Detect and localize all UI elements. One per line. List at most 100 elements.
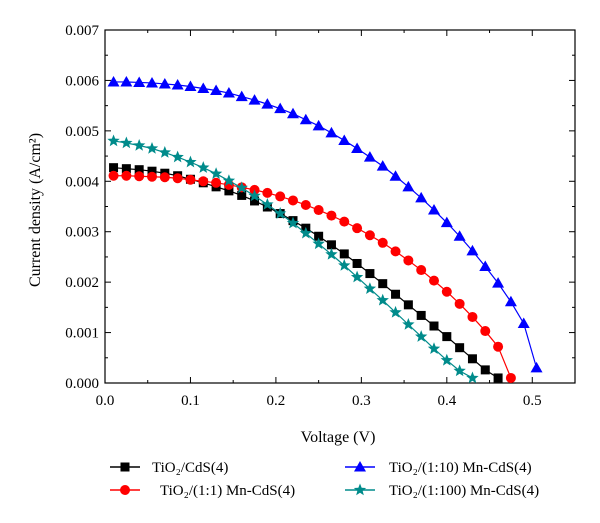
y-tick-label: 0.006	[65, 73, 99, 89]
data-point	[428, 204, 440, 215]
y-tick-label: 0.003	[65, 225, 99, 241]
data-point	[275, 191, 286, 202]
legend-item-2: TiO₂/(1:1) Mn-CdS(4)	[110, 483, 295, 499]
data-point	[313, 205, 324, 216]
y-tick-label: 0.007	[65, 23, 99, 39]
data-point	[109, 163, 119, 173]
data-point	[326, 240, 336, 250]
data-point	[158, 77, 171, 89]
data-point	[454, 298, 465, 309]
data-point	[402, 318, 415, 330]
data-point	[197, 161, 210, 173]
legend-item-3: TiO₂/(1:10) Mn-CdS(4)	[345, 460, 532, 476]
data-point	[466, 371, 479, 384]
data-point	[338, 134, 351, 145]
data-point	[107, 75, 120, 87]
data-point	[453, 230, 466, 241]
data-point	[210, 84, 223, 96]
legend-item-4: TiO₂/(1:100) Mn-CdS(4)	[345, 483, 539, 499]
data-point	[480, 365, 490, 375]
data-point	[376, 160, 389, 171]
data-point	[237, 190, 247, 200]
data-point	[300, 199, 311, 210]
data-point	[286, 216, 300, 229]
data-point	[440, 353, 453, 366]
data-point	[505, 372, 516, 383]
y-tick-label: 0.004	[65, 174, 99, 190]
series-4	[107, 134, 479, 384]
data-point	[377, 237, 388, 248]
data-point	[403, 255, 414, 266]
data-point	[107, 134, 120, 147]
data-point	[262, 187, 273, 198]
x-tick-label: 0.4	[437, 393, 456, 409]
data-point	[325, 247, 338, 260]
data-point	[171, 150, 184, 163]
data-point	[158, 146, 171, 158]
legend-label: TiO₂/(1:10) Mn-CdS(4)	[389, 460, 532, 476]
data-point	[453, 364, 466, 377]
data-point	[299, 113, 312, 125]
data-point	[299, 226, 312, 239]
data-point	[133, 138, 146, 151]
data-point	[222, 87, 235, 98]
y-axis-title: Current density (A/cm²)	[27, 133, 44, 287]
data-point	[365, 269, 375, 279]
data-point	[530, 361, 543, 373]
data-point	[274, 102, 287, 114]
y-tick-label: 0.000	[65, 376, 99, 392]
y-tick-label: 0.005	[65, 124, 99, 140]
data-point	[314, 231, 324, 241]
data-point	[427, 342, 441, 354]
data-point	[339, 216, 350, 227]
x-axis-title: Voltage (V)	[301, 429, 376, 446]
data-point	[198, 176, 209, 187]
data-point	[209, 167, 223, 179]
data-point	[121, 164, 131, 174]
data-point	[402, 180, 415, 192]
series-line	[113, 167, 499, 379]
data-point	[145, 142, 159, 154]
data-point	[108, 170, 119, 181]
data-point	[467, 354, 477, 364]
data-point	[389, 305, 402, 318]
legend-label: TiO₂/(1:1) Mn-CdS(4)	[160, 483, 295, 499]
y-tick-label: 0.002	[65, 275, 99, 291]
data-point	[134, 171, 145, 182]
data-point	[261, 197, 274, 210]
x-tick-label: 0.2	[267, 393, 286, 409]
data-point	[390, 246, 401, 257]
data-point	[517, 317, 530, 328]
legend: TiO₂/CdS(4) TiO₂/(1:1) Mn-CdS(4) TiO₂/(1:1…	[110, 460, 539, 499]
x-tick-label: 0.5	[523, 393, 542, 409]
data-point	[442, 332, 452, 342]
data-point	[391, 289, 401, 299]
data-point	[455, 343, 465, 353]
data-point	[378, 279, 388, 289]
data-point	[211, 177, 222, 188]
data-point	[235, 181, 248, 194]
data-point	[248, 189, 261, 202]
data-point	[172, 173, 183, 184]
data-point	[338, 259, 351, 271]
data-point	[493, 373, 503, 383]
data-point	[403, 300, 413, 310]
data-point	[235, 90, 248, 102]
data-point	[339, 249, 349, 259]
data-point	[171, 78, 184, 90]
x-tick-label: 0.1	[181, 393, 200, 409]
data-point	[146, 76, 158, 88]
data-point	[479, 260, 492, 272]
data-point	[351, 142, 364, 154]
data-point	[184, 155, 197, 168]
x-tick-label: 0.3	[352, 393, 371, 409]
data-point	[121, 170, 132, 181]
series-3	[107, 75, 543, 373]
series-line	[113, 81, 538, 369]
data-point	[466, 244, 479, 256]
y-tick-label: 0.001	[65, 326, 99, 342]
data-point	[493, 341, 504, 352]
data-point	[120, 136, 133, 149]
x-tick-label: 0.0	[96, 393, 115, 409]
data-point	[352, 223, 363, 234]
